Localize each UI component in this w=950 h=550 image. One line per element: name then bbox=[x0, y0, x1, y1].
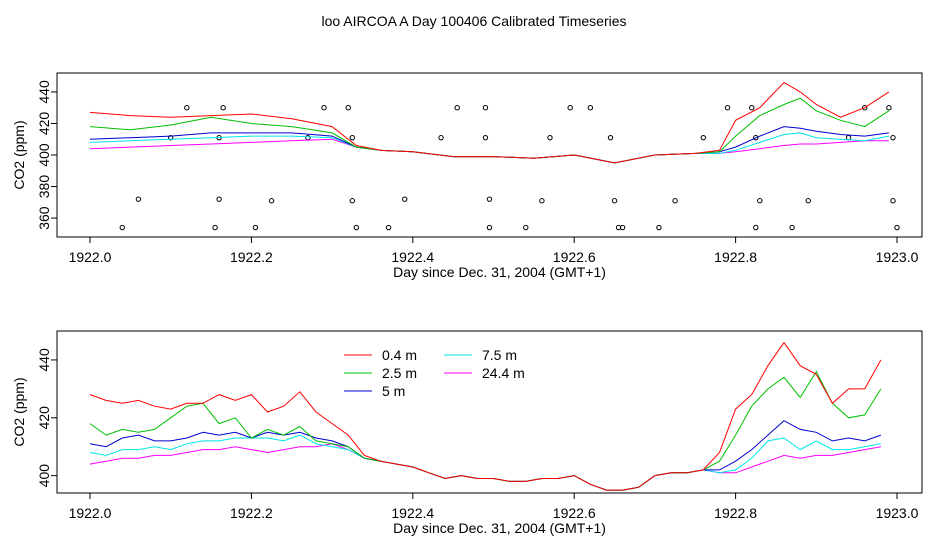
reference-point bbox=[349, 134, 355, 141]
reference-point bbox=[216, 196, 222, 202]
x-tick-label: 1922.6 bbox=[553, 505, 596, 521]
lower-panel: 1922.0 1922.2 1922.4 1922.6 1922.8 1923.0 400 4… bbox=[11, 330, 923, 536]
series-line-0-4m bbox=[89, 341, 882, 491]
legend-entry: 5 m bbox=[382, 383, 405, 399]
reference-point bbox=[135, 196, 142, 202]
y-tick-label: 380 bbox=[36, 175, 52, 199]
reference-point bbox=[345, 104, 351, 111]
reference-point bbox=[862, 104, 868, 111]
series-line-2-5m bbox=[89, 370, 882, 491]
plot-area bbox=[89, 81, 900, 231]
x-axis-label: Day since Dec. 31, 2004 (GMT+1) bbox=[393, 264, 606, 280]
y-axis-label: CO2 (ppm) bbox=[11, 377, 27, 446]
reference-point bbox=[385, 224, 392, 231]
reference-point bbox=[890, 198, 896, 204]
reference-point bbox=[894, 224, 900, 231]
series-line-24-4m bbox=[89, 443, 881, 491]
x-tick-label: 1923.0 bbox=[876, 249, 919, 265]
reference-point bbox=[789, 224, 795, 231]
y-tick-label: 360 bbox=[36, 206, 52, 230]
reference-point bbox=[349, 198, 355, 204]
reference-point bbox=[252, 224, 259, 231]
reference-point bbox=[220, 104, 226, 111]
x-tick-label: 1923.0 bbox=[876, 505, 919, 521]
legend-entry: 2.5 m bbox=[382, 365, 417, 381]
series-line-24-4m bbox=[89, 138, 889, 164]
reference-point bbox=[700, 134, 707, 141]
reference-point bbox=[305, 134, 311, 141]
reference-point bbox=[753, 134, 759, 141]
legend-entry: 7.5 m bbox=[482, 347, 517, 363]
reference-point bbox=[886, 104, 892, 111]
reference-point bbox=[757, 198, 763, 204]
x-tick-label: 1922.0 bbox=[69, 505, 112, 521]
reference-point bbox=[486, 224, 493, 231]
reference-point bbox=[438, 134, 444, 141]
reference-point bbox=[402, 196, 408, 202]
reference-point bbox=[482, 134, 489, 141]
reference-point bbox=[353, 224, 360, 231]
y-tick-label: 400 bbox=[36, 143, 52, 167]
upper-panel: 1922.0 1922.2 1922.4 1922.6 1922.8 1923.0 360 3… bbox=[11, 72, 923, 280]
reference-point bbox=[672, 198, 678, 204]
y-tick-label: 420 bbox=[36, 406, 52, 430]
reference-point bbox=[321, 104, 327, 111]
y-tick-label: 440 bbox=[36, 80, 52, 104]
reference-point bbox=[268, 198, 275, 204]
y-axis-label: CO2 (ppm) bbox=[11, 120, 27, 189]
figure-title: loo AIRCOA A Day 100406 Calibrated Times… bbox=[321, 13, 626, 29]
plot-frame bbox=[56, 72, 923, 238]
reference-point bbox=[567, 104, 573, 111]
reference-point bbox=[753, 224, 759, 231]
x-tick-label: 1922.2 bbox=[230, 505, 273, 521]
series-line-5m bbox=[89, 126, 889, 164]
reference-point bbox=[619, 224, 626, 231]
series-line-2-5m bbox=[89, 97, 890, 164]
reference-point bbox=[611, 198, 618, 204]
reference-point bbox=[539, 198, 545, 204]
reference-point bbox=[749, 104, 755, 111]
plot-frame bbox=[56, 330, 923, 494]
reference-point bbox=[523, 224, 529, 231]
y-tick-label: 400 bbox=[36, 464, 52, 488]
reference-point bbox=[168, 134, 174, 141]
x-tick-label: 1922.4 bbox=[391, 505, 434, 521]
reference-point bbox=[890, 134, 896, 141]
reference-point bbox=[805, 198, 811, 204]
plot-area bbox=[89, 341, 882, 491]
x-tick-label: 1922.2 bbox=[230, 249, 273, 265]
reference-point bbox=[724, 104, 731, 111]
reference-point bbox=[184, 104, 190, 111]
reference-point bbox=[482, 104, 489, 111]
series-line-0-4m bbox=[89, 81, 890, 164]
y-tick-label: 440 bbox=[36, 348, 52, 372]
x-axis-label: Day since Dec. 31, 2004 (GMT+1) bbox=[393, 520, 606, 536]
x-tick-label: 1922.8 bbox=[714, 505, 757, 521]
reference-point bbox=[547, 134, 553, 141]
x-tick-label: 1922.8 bbox=[714, 249, 757, 265]
series-line-5m bbox=[89, 420, 882, 491]
reference-point bbox=[607, 134, 614, 141]
y-tick-label: 420 bbox=[36, 112, 52, 136]
reference-point bbox=[212, 224, 218, 231]
x-tick-label: 1922.0 bbox=[69, 249, 112, 265]
x-tick-label: 1922.6 bbox=[553, 249, 596, 265]
x-tick-label: 1922.4 bbox=[391, 249, 434, 265]
reference-point bbox=[656, 224, 662, 231]
reference-point bbox=[587, 104, 594, 111]
series-line-7-5m bbox=[89, 434, 881, 491]
reference-point bbox=[454, 104, 460, 111]
reference-point bbox=[119, 224, 125, 231]
reference-point bbox=[486, 196, 493, 202]
legend-entry: 24.4 m bbox=[482, 365, 525, 381]
legend-entry: 0.4 m bbox=[382, 347, 417, 363]
legend: 0.4 m 2.5 m 5 m 7.5 m 24.4 m bbox=[344, 347, 525, 399]
